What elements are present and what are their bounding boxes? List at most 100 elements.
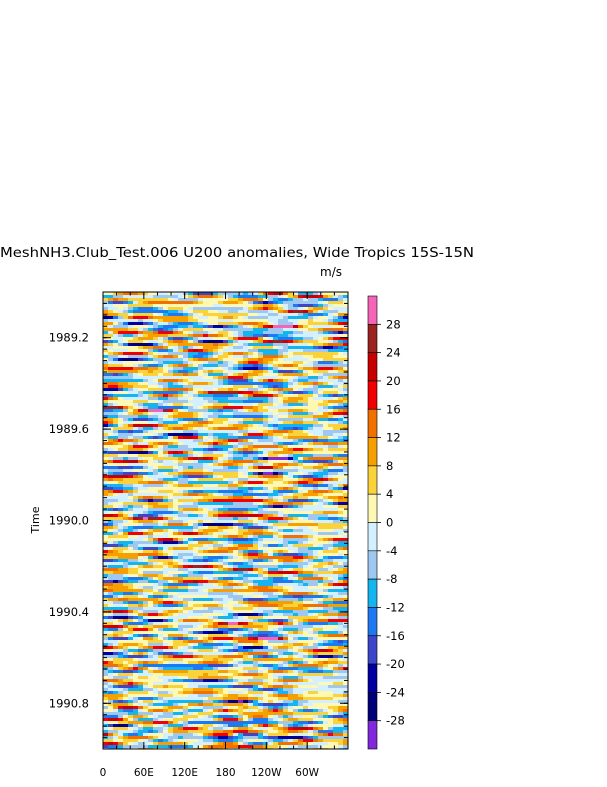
heatmap-cell: [248, 325, 254, 329]
heatmap-cell: [308, 385, 314, 389]
heatmap-cell: [158, 451, 164, 455]
heatmap-cell: [333, 496, 339, 500]
heatmap-cell: [288, 427, 294, 431]
heatmap-cell: [118, 325, 124, 329]
heatmap-cell: [308, 583, 314, 587]
heatmap-cell: [213, 388, 219, 392]
heatmap-cell: [128, 574, 134, 578]
heatmap-cell: [273, 559, 279, 563]
heatmap-cell: [298, 445, 304, 449]
heatmap-cell: [243, 508, 249, 512]
heatmap-cell: [223, 403, 229, 407]
heatmap-cell: [273, 325, 279, 329]
heatmap-cell: [268, 319, 274, 323]
heatmap-cell: [218, 394, 224, 398]
heatmap-cell: [238, 424, 244, 428]
heatmap-cell: [298, 481, 304, 485]
heatmap-cell: [328, 424, 334, 428]
heatmap-cell: [248, 559, 254, 563]
heatmap-cell: [198, 502, 204, 506]
heatmap-cell: [328, 481, 334, 485]
heatmap-cell: [163, 454, 169, 458]
heatmap-cell: [293, 418, 299, 422]
heatmap-cell: [133, 433, 139, 437]
heatmap-cell: [163, 541, 169, 545]
heatmap-cell: [143, 394, 149, 398]
heatmap-cell: [328, 343, 334, 347]
heatmap-cell: [148, 373, 154, 377]
heatmap-cell: [233, 370, 239, 374]
heatmap-cell: [208, 370, 214, 374]
heatmap-cell: [158, 385, 164, 389]
heatmap-cell: [223, 430, 229, 434]
heatmap-cell: [233, 562, 239, 566]
heatmap-cell: [123, 325, 129, 329]
heatmap-cell: [248, 472, 254, 476]
heatmap-cell: [208, 568, 214, 572]
heatmap-cell: [153, 457, 159, 461]
heatmap-cell: [288, 466, 294, 470]
heatmap-cell: [308, 424, 314, 428]
heatmap-cell: [343, 493, 348, 497]
heatmap-cell: [173, 472, 179, 476]
heatmap-cell: [303, 403, 309, 407]
heatmap-cell: [223, 376, 229, 380]
heatmap-cell: [128, 475, 134, 479]
heatmap-cell: [223, 565, 229, 569]
heatmap-cell: [328, 436, 334, 440]
heatmap-cell: [118, 508, 124, 512]
heatmap-cell: [118, 403, 124, 407]
heatmap-cell: [233, 361, 239, 365]
heatmap-cell: [333, 472, 339, 476]
heatmap-cell: [278, 556, 284, 560]
heatmap-cell: [113, 508, 119, 512]
heatmap-cell: [233, 478, 239, 482]
heatmap-cell: [308, 400, 314, 404]
heatmap-cell: [103, 424, 109, 428]
heatmap-cell: [153, 394, 159, 398]
heatmap-cell: [148, 292, 154, 296]
heatmap-cell: [108, 592, 114, 596]
heatmap-cell: [328, 574, 334, 578]
heatmap-cell: [193, 358, 199, 362]
heatmap-cell: [313, 331, 319, 335]
heatmap-cell: [148, 436, 154, 440]
heatmap-cell: [328, 466, 334, 470]
heatmap-cell: [328, 499, 334, 503]
heatmap-cell: [168, 535, 174, 539]
heatmap-cell: [143, 382, 149, 386]
heatmap-cell: [333, 523, 339, 527]
heatmap-cell: [118, 388, 124, 392]
heatmap-cell: [123, 550, 129, 554]
heatmap-cell: [333, 451, 339, 455]
heatmap-cell: [253, 340, 259, 344]
heatmap-cell: [238, 550, 244, 554]
heatmap-cell: [158, 328, 164, 332]
heatmap-cell: [123, 541, 129, 545]
heatmap-cell: [343, 352, 348, 356]
heatmap-cell: [223, 370, 229, 374]
heatmap-cell: [158, 535, 164, 539]
heatmap-cell: [258, 325, 264, 329]
heatmap-cell: [308, 325, 314, 329]
heatmap-cell: [273, 523, 279, 527]
heatmap-cell: [213, 397, 219, 401]
heatmap-cell: [323, 337, 329, 341]
heatmap-cell: [288, 415, 294, 419]
heatmap-cell: [113, 355, 119, 359]
heatmap-cell: [228, 352, 234, 356]
heatmap-cell: [208, 499, 214, 503]
heatmap-cell: [128, 460, 134, 464]
heatmap-cell: [198, 376, 204, 380]
heatmap-cell: [148, 391, 154, 395]
heatmap-cell: [238, 487, 244, 491]
heatmap-cell: [183, 574, 189, 578]
heatmap-cell: [288, 307, 294, 311]
heatmap-cell: [243, 313, 249, 317]
heatmap-cell: [308, 463, 314, 467]
heatmap-cell: [218, 400, 224, 404]
heatmap-cell: [298, 313, 304, 317]
heatmap-cell: [158, 436, 164, 440]
heatmap-cell: [318, 508, 324, 512]
heatmap-cell: [193, 376, 199, 380]
